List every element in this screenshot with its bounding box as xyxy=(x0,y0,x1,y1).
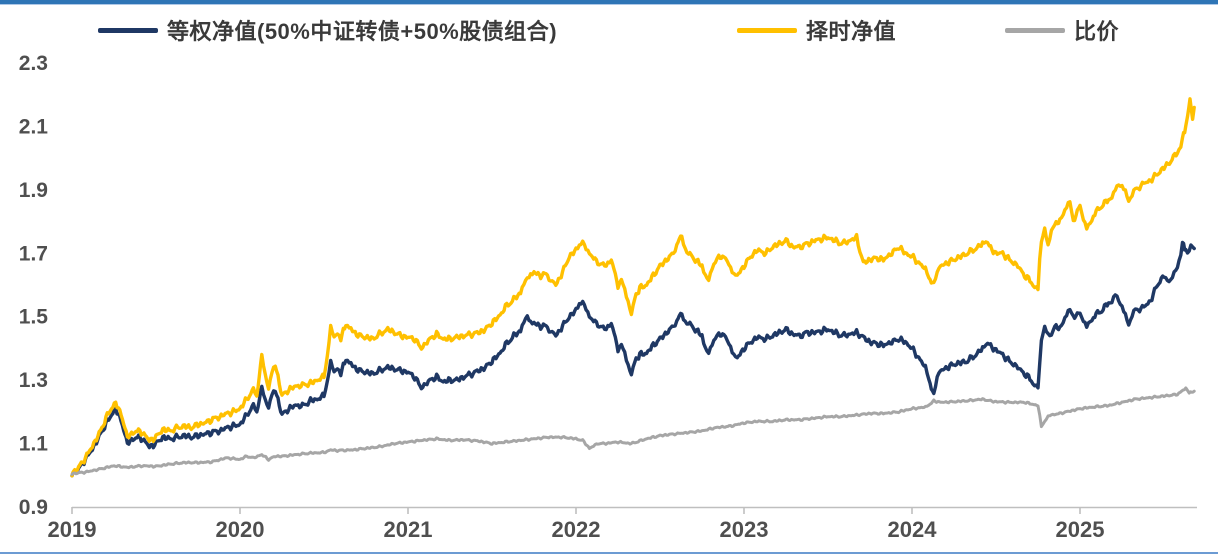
y-tick-label: 1.3 xyxy=(19,369,48,392)
y-tick-label: 1.7 xyxy=(19,242,48,265)
x-tick-label: 2023 xyxy=(720,517,769,542)
y-tick-label: 1.5 xyxy=(19,306,49,329)
x-tick-label: 2024 xyxy=(888,517,938,542)
legend-label-ratio: 比价 xyxy=(1074,19,1120,44)
legend-item-equal-weight: 等权净值(50%中证转债+50%股债组合) xyxy=(98,14,557,46)
legend-label-equal-weight: 等权净值(50%中证转债+50%股债组合) xyxy=(167,19,558,44)
legend: 等权净值(50%中证转债+50%股债组合) 择时净值 比价 xyxy=(0,14,1218,46)
bottom-border-line xyxy=(0,552,1218,554)
ratio-line-swatch xyxy=(1005,27,1065,33)
x-tick-label: 2020 xyxy=(216,517,265,542)
x-tick-label: 2021 xyxy=(384,517,433,542)
top-border-line xyxy=(0,0,1218,4)
x-tick-label: 2019 xyxy=(48,517,97,542)
equal-weight-line-swatch xyxy=(98,27,158,33)
timing-line-swatch xyxy=(737,27,797,33)
top-border-highlight xyxy=(0,4,1218,5)
timing-line xyxy=(70,97,1196,478)
legend-item-ratio: 比价 xyxy=(1005,14,1119,46)
y-tick-label: 2.1 xyxy=(19,115,49,138)
y-tick-label: 1.1 xyxy=(19,433,49,456)
y-tick-label: 1.9 xyxy=(19,179,48,202)
ratio-line xyxy=(70,386,1196,476)
legend-item-timing: 择时净值 xyxy=(737,14,896,46)
legend-label-timing: 择时净值 xyxy=(806,19,897,44)
y-tick-label: 2.3 xyxy=(19,52,48,75)
equal-weight-line xyxy=(70,240,1196,478)
y-tick-label: 0.9 xyxy=(19,496,48,519)
x-tick-label: 2025 xyxy=(1056,517,1105,542)
x-tick-label: 2022 xyxy=(552,517,601,542)
